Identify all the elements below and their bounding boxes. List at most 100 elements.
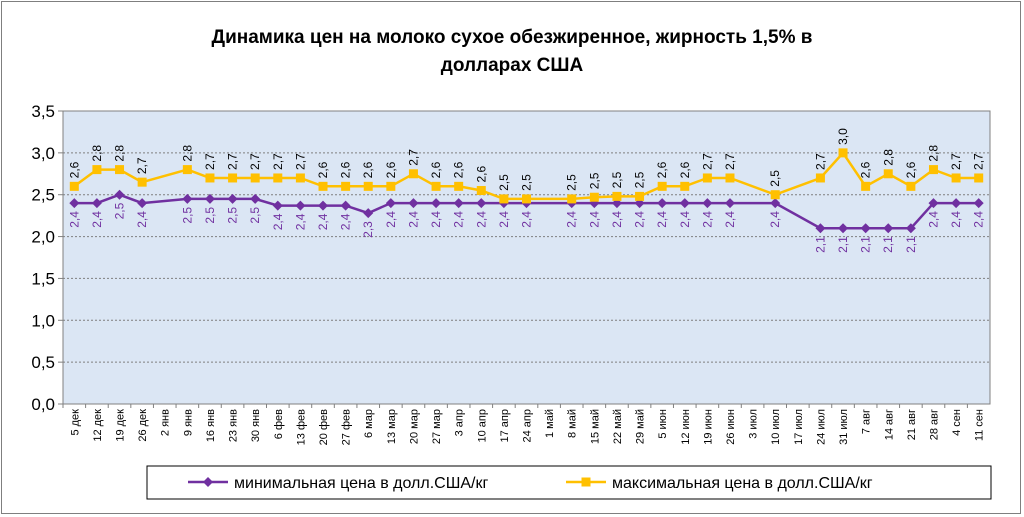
data-label: 2,6 [339,161,353,178]
x-tick-label: 26 дек [137,409,149,442]
data-label: 2,7 [972,153,986,170]
data-label: 2,1 [881,236,895,253]
data-label: 2,4 [497,211,511,228]
data-label: 2,5 [768,170,782,187]
data-point [725,173,735,183]
data-label: 2,6 [384,161,398,178]
data-point [657,198,668,209]
x-tick-label: 20 фев [318,409,330,445]
data-point [724,198,735,209]
data-point [770,198,781,209]
data-point [702,198,713,209]
data-point [318,200,329,211]
data-label: 2,4 [655,211,669,228]
data-point [815,223,826,234]
data-point [182,193,193,204]
x-tick-label: 2 янв [160,409,172,436]
data-label: 2,8 [180,145,194,162]
data-point [838,223,849,234]
data-point [680,181,690,191]
data-point [679,198,690,209]
data-label: 2,6 [452,161,466,178]
data-point [453,198,464,209]
data-point [273,173,283,183]
data-label: 2,7 [700,153,714,170]
data-point [137,177,147,187]
y-tick-label: 0,0 [31,395,55,414]
x-tick-label: 24 июл [815,409,827,445]
data-point [137,198,148,209]
data-point [951,198,962,209]
x-tick-label: 10 июл [770,409,782,445]
x-tick-label: 28 авг [928,409,940,440]
data-label: 2,5 [203,207,217,224]
data-point [522,194,531,204]
y-tick-label: 2,0 [31,228,55,247]
y-axis: 0,0 0,5 1,0 1,5 2,0 2,5 3,0 3,5 [31,102,63,414]
data-label: 2,7 [226,153,240,170]
x-tick-label: 15 май [589,409,601,444]
data-label: 2,7 [293,153,307,170]
data-point [408,198,419,209]
data-label: 2,4 [723,211,737,228]
y-tick-label: 3,0 [31,144,55,163]
data-point [341,181,351,191]
data-label: 2,5 [226,207,240,224]
data-point [386,181,396,191]
data-point [476,186,486,196]
data-point [363,208,374,219]
data-label: 2,5 [633,171,647,188]
x-tick-label: 26 июн [725,409,737,445]
x-tick-label: 20 мар [408,409,420,444]
data-point [815,173,825,183]
grid-layer [63,152,990,363]
x-tick-label: 27 фев [341,409,353,445]
y-tick-label: 3,5 [31,102,55,121]
data-label: 2,4 [384,211,398,228]
data-label: 2,1 [836,236,850,253]
data-point [363,181,373,191]
data-point [227,193,238,204]
data-point [250,193,261,204]
data-point [69,198,80,209]
data-point [272,200,283,211]
data-point [567,194,577,204]
data-point [612,191,622,201]
series-layer: 2,4 2,4 2,5 2,4 2,5 2,5 2,5 2,5 2,4 2,4 2,4 2,4 2,3 2… [67,128,985,253]
data-point [385,198,396,209]
data-point [838,148,848,158]
data-label: 2,6 [316,161,330,178]
data-point [431,198,442,209]
series-max: 2,6 2,8 2,8 2,7 2,8 2,7 2,7 2,7 2,7 2,7 2,6 2,6 2,6 2… [67,128,986,204]
x-tick-label: 13 фев [295,409,307,445]
data-point [91,198,102,209]
x-tick-label: 22 май [612,409,624,444]
x-tick-label: 10 апр [476,409,488,442]
data-label: 2,6 [429,161,443,178]
x-tick-label: 30 янв [250,409,262,442]
data-label: 2,7 [271,153,285,170]
data-point [883,169,893,179]
data-label: 2,5 [610,171,624,188]
x-tick-label: 31 июл [838,409,850,445]
x-tick-label: 23 янв [228,409,240,442]
data-label: 2,5 [248,207,262,224]
data-label: 2,4 [587,211,601,228]
data-point [454,181,464,191]
x-tick-label: 24 апр [522,409,534,442]
data-point [589,192,599,202]
legend-label: максимальная цена в долл.США/кг [612,475,873,492]
data-label: 2,5 [520,174,534,191]
y-tick-label: 1,0 [31,311,55,330]
x-tick-label: 7 авг [861,409,873,434]
legend-label: минимальная цена в долл.США/кг [234,475,488,492]
x-tick-label: 27 мар [431,409,443,444]
data-label: 2,5 [113,202,127,219]
data-label: 2,1 [813,236,827,253]
data-label: 2,5 [497,174,511,191]
data-label: 2,4 [339,213,353,230]
data-label: 3,0 [836,128,850,145]
x-tick-label: 3 апр [454,409,466,436]
x-tick-label: 29 май [635,409,647,444]
y-tick-label: 0,5 [31,353,55,372]
